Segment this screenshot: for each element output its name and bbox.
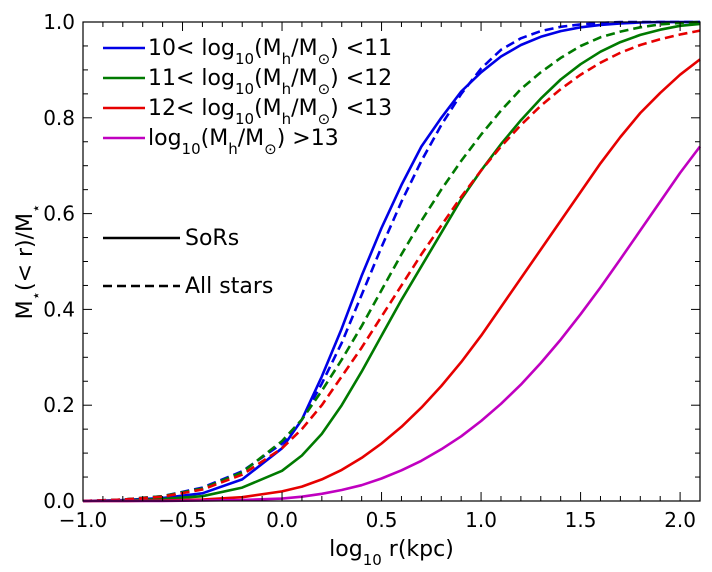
x-tick-label: −0.5 (158, 508, 207, 532)
y-tick-label: 0.0 (43, 489, 75, 513)
plot-lines (82, 20, 702, 503)
x-tick-label: 1.5 (565, 508, 597, 532)
axis-labels: log10 r(kpc) M⋆(< r)/M⋆ (13, 204, 454, 569)
legend-label-2: 11< log10(Mh/M⊙) <12 (148, 66, 392, 98)
style-label-dashed: All stars (185, 274, 273, 299)
x-tick-label: 2.0 (664, 508, 696, 532)
style-label-solid: SoRs (185, 226, 239, 251)
series-4-solid-line (83, 145, 702, 503)
series-2-dashed-line (82, 20, 701, 503)
x-tick-label: 0.0 (266, 508, 298, 532)
y-tick-label: 0.6 (43, 202, 75, 226)
series-3-solid-line (83, 58, 701, 503)
series-2-solid-line (82, 22, 701, 503)
series-1-solid-line (82, 20, 700, 503)
series-1-dashed-line (82, 20, 700, 503)
plot-frame (82, 21, 701, 502)
legend-label-4: log10(Mh/M⊙) >13 (148, 126, 339, 158)
axes: −1.0 −0.5 0.0 0.5 1.0 1.5 2.0 0.0 0.2 0.4 0.6 0.8 1.… (43, 10, 701, 532)
legend-label-1: 10< log10(Mh/M⊙) <11 (148, 36, 392, 68)
y-tick-label: 0.4 (43, 297, 75, 321)
y-tick-label: 0.2 (43, 393, 75, 417)
series-3-dashed-line (82, 29, 701, 503)
y-tick-label: 1.0 (43, 10, 75, 34)
legend-label-3: 12< log10(Mh/M⊙) <13 (148, 96, 392, 128)
x-tick-label: 1.0 (465, 508, 497, 532)
x-tick-label: 0.5 (366, 508, 398, 532)
y-tick-label: 0.8 (43, 106, 75, 130)
y-axis-label: M⋆(< r)/M⋆ (13, 204, 45, 320)
x-tick-label: −1.0 (59, 508, 108, 532)
x-axis-label: log10 r(kpc) (329, 537, 454, 569)
